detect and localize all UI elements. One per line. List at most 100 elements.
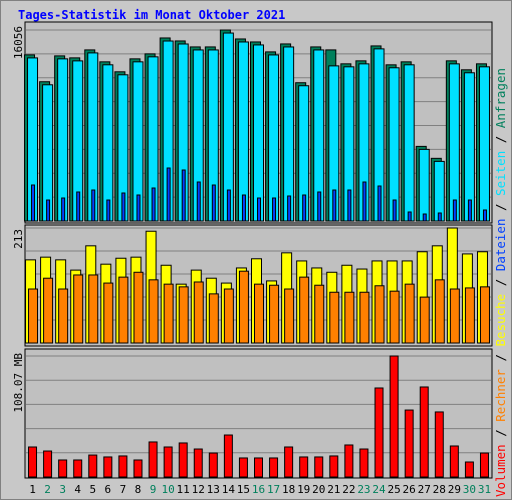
bar (88, 274, 99, 344)
bar (299, 276, 310, 344)
bar (133, 271, 144, 344)
bar (422, 213, 427, 222)
legend-separator: / (493, 271, 508, 294)
x-tick-label: 15 (237, 483, 250, 496)
bar (178, 442, 188, 478)
bar (118, 276, 129, 344)
bar (448, 63, 460, 222)
bar (254, 283, 264, 344)
bar (374, 285, 385, 344)
bar (449, 288, 460, 344)
bar (103, 282, 114, 344)
x-tick-label: 1 (29, 483, 36, 496)
bar (193, 281, 204, 344)
bar (347, 189, 352, 222)
bar (418, 148, 430, 222)
bar (163, 446, 173, 478)
bar (208, 293, 219, 344)
bar (329, 455, 339, 478)
x-tick-label: 14 (222, 483, 236, 496)
bar (344, 444, 354, 478)
bar (28, 288, 39, 344)
legend-entry: Volumen (493, 444, 508, 497)
bar (148, 441, 158, 478)
bar (403, 64, 415, 222)
bar (118, 455, 128, 478)
x-tick-label: 6 (105, 483, 112, 496)
x-tick-label: 7 (120, 483, 127, 496)
bar (91, 189, 96, 222)
bar (166, 167, 171, 222)
bar (58, 459, 68, 478)
bar (359, 291, 370, 344)
bar (467, 199, 472, 222)
bar (76, 191, 81, 222)
legend-entry: Anfragen (493, 68, 508, 128)
y-tick-label: 213 (12, 229, 25, 249)
x-tick-label: 4 (74, 483, 81, 496)
x-tick-label: 13 (207, 483, 220, 496)
x-tick-label: 30 (463, 483, 476, 496)
bar (43, 277, 54, 344)
bar (314, 456, 324, 478)
bar (302, 194, 307, 222)
chart-title: Tages-Statistik im Monat Oktober 2021 (18, 8, 285, 22)
bar (407, 211, 412, 222)
bar (151, 187, 156, 222)
bar (31, 184, 36, 222)
bar (359, 448, 369, 478)
bar (479, 452, 489, 478)
x-tick-label: 19 (297, 483, 310, 496)
bar (374, 387, 384, 478)
bar (57, 58, 69, 222)
legend-separator: / (493, 196, 508, 219)
bar (404, 283, 415, 344)
bar (449, 445, 459, 478)
x-tick-label: 23 (357, 483, 370, 496)
bar (238, 270, 249, 344)
x-tick-label: 24 (372, 483, 386, 496)
legend-entry: Dateien (493, 219, 508, 272)
bar (238, 457, 248, 478)
bar (181, 169, 186, 222)
bar (332, 189, 337, 222)
bar (287, 195, 292, 222)
bar (133, 459, 143, 478)
bar (452, 199, 457, 222)
bar (223, 288, 234, 344)
bar (257, 197, 261, 222)
legend-entry: Seiten (493, 151, 508, 196)
bar (299, 456, 309, 478)
bar (272, 197, 277, 222)
bar (136, 194, 141, 222)
legend-entry: Rechner (493, 369, 508, 422)
x-tick-label: 27 (418, 483, 431, 496)
bar (464, 287, 475, 344)
x-tick-label: 11 (177, 483, 190, 496)
x-tick-label: 22 (342, 483, 355, 496)
bar (463, 72, 475, 222)
x-tick-label: 25 (387, 483, 400, 496)
bar (329, 291, 340, 344)
x-tick-label: 9 (150, 483, 157, 496)
bar (317, 191, 322, 222)
bar (46, 199, 51, 222)
bar (362, 181, 367, 222)
x-tick-label: 16 (252, 483, 265, 496)
bar (73, 274, 84, 344)
bar (253, 44, 264, 222)
bar (269, 284, 280, 344)
bar (478, 66, 490, 222)
bar (88, 454, 98, 478)
x-tick-label: 3 (59, 483, 66, 496)
x-tick-label: 17 (267, 483, 280, 496)
bar (269, 457, 279, 478)
bar (208, 452, 218, 478)
bar (284, 288, 295, 344)
y-tick-label: 108.07 MB (12, 353, 25, 413)
bar (103, 456, 113, 478)
bar (434, 279, 445, 344)
bar (43, 450, 53, 478)
